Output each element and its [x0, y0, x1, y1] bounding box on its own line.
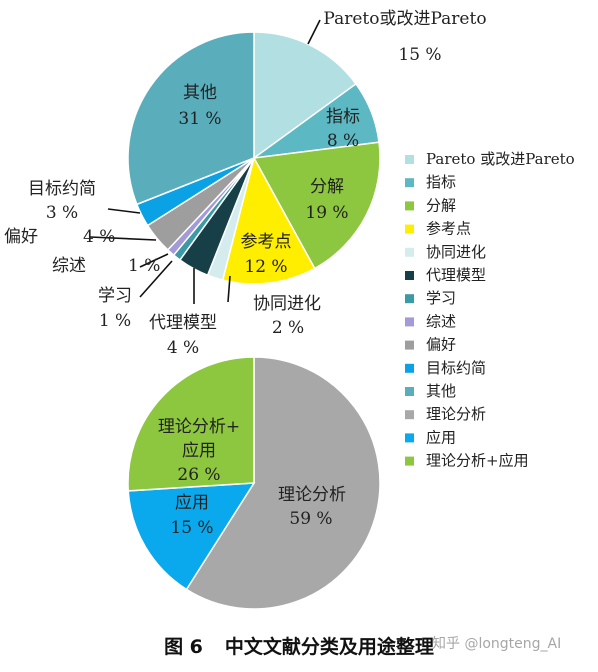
- pie1-label-name-0: Pareto或改进Pareto: [323, 9, 486, 29]
- pie2-slice-2: [127, 356, 255, 492]
- legend-swatch-2: [405, 201, 414, 211]
- legend-swatch-9: [405, 363, 414, 373]
- pie2-label-value-1: 15 %: [170, 518, 213, 538]
- pie1-label-value-3: 12 %: [244, 257, 287, 277]
- legend-swatch-12: [405, 433, 414, 443]
- legend-label-0: Pareto 或改进Pareto: [426, 150, 575, 168]
- pie1-label-name-9: 目标约简: [28, 179, 96, 199]
- pie1-label-value-10: 31 %: [178, 109, 221, 129]
- figure-title: 中文文献分类及用途整理: [224, 636, 434, 658]
- legend-label-8: 偏好: [426, 336, 456, 354]
- pie2-slice-0: [185, 356, 381, 610]
- pie-chart-methods: Pareto或改进Pareto 15 % 指标 8 % 分解 19 % 参考点 12 % 协同进…: [4, 9, 487, 358]
- pie1-slice-2: [252, 141, 381, 270]
- pie1-label-name-4: 协同进化: [253, 294, 321, 314]
- legend-label-4: 协同进化: [426, 243, 486, 261]
- pie1-label-value-8: 4 %: [83, 227, 115, 247]
- legend-swatch-8: [405, 340, 414, 350]
- legend-label-3: 参考点: [426, 220, 471, 238]
- pie2-label-value-2: 26 %: [177, 465, 220, 485]
- legend-swatch-4: [405, 247, 414, 257]
- pie1-label-value-4: 2 %: [272, 318, 304, 338]
- legend-label-2: 分解: [426, 196, 456, 214]
- pie1-label-name-2: 分解: [310, 177, 344, 197]
- pie1-label-value-1: 8 %: [327, 131, 359, 151]
- pie1-label-name-3: 参考点: [241, 232, 292, 252]
- pie1-label-value-2: 19 %: [305, 203, 348, 223]
- pie1-leader-line-8: [89, 236, 157, 241]
- pie1-label-value-5: 4 %: [167, 338, 199, 358]
- legend-label-11: 理论分析: [426, 405, 486, 423]
- figure-number: 图 6: [164, 636, 203, 658]
- pie1-slice-0: [253, 31, 357, 160]
- pie2-slice-1: [127, 482, 256, 591]
- legend-label-13: 理论分析+应用: [426, 452, 529, 470]
- legend-label-6: 学习: [426, 289, 456, 307]
- pie1-label-value-6: 1 %: [99, 311, 131, 331]
- pie2-label-name-0: 理论分析: [278, 485, 346, 505]
- legend-swatch-11: [405, 410, 414, 420]
- pie1-label-value-0: 15 %: [398, 45, 441, 65]
- pie1-label-value-9: 3 %: [46, 203, 78, 223]
- legend-swatch-13: [405, 456, 414, 466]
- legend-label-7: 综述: [426, 312, 456, 330]
- pie1-leader-line-9: [107, 208, 141, 214]
- pie2-label-name-2: 理论分析+: [158, 417, 240, 437]
- legend-swatch-7: [405, 317, 414, 327]
- legend-swatch-1: [405, 178, 414, 188]
- pie2-label-value-0: 59 %: [289, 509, 332, 529]
- legend-label-1: 指标: [426, 173, 456, 191]
- pie1-label-value-7: 1 %: [128, 256, 160, 276]
- legend-label-10: 其他: [426, 382, 456, 400]
- pie1-label-name-1: 指标: [326, 107, 360, 127]
- legend-swatch-10: [405, 387, 414, 396]
- pie1-label-name-10: 其他: [183, 83, 217, 103]
- legend-label-9: 目标约简: [426, 359, 486, 377]
- legend-swatch-6: [405, 294, 414, 304]
- pie2-label-name-1: 应用: [175, 493, 209, 513]
- legend-label-5: 代理模型: [426, 266, 486, 284]
- figure-caption: 图 6 中文文献分类及用途整理: [0, 632, 598, 659]
- pie1-leader-line-7: [139, 253, 169, 268]
- legend-label-12: 应用: [426, 428, 456, 446]
- pie1-label-name-7: 综述: [52, 256, 86, 276]
- pie1-label-name-6: 学习: [98, 286, 132, 306]
- watermark: 知乎 @longteng_AI: [432, 636, 562, 652]
- pie1-leader-line-0: [307, 19, 321, 45]
- chart-legend: Pareto 或改进Pareto 指标分解参考点协同进化代理模型学习综述偏好目标约…: [405, 150, 575, 470]
- pie-chart-usage: 理论分析 59 % 应用 15 % 理论分析+ 应用 26 %: [127, 356, 381, 610]
- pie1-leader-line-6: [139, 260, 173, 298]
- pie1-label-name-8: 偏好: [4, 227, 38, 247]
- pie1-slice-10: [127, 31, 255, 206]
- pie1-slice-3: [221, 155, 316, 285]
- pie1-leader-line-4: [227, 275, 231, 303]
- legend-swatch-3: [405, 224, 414, 234]
- legend-swatch-5: [405, 271, 414, 280]
- pie2-label-name-cont-2: 应用: [182, 441, 216, 461]
- legend-swatch-0: [405, 155, 414, 164]
- pie1-label-name-5: 代理模型: [149, 313, 217, 333]
